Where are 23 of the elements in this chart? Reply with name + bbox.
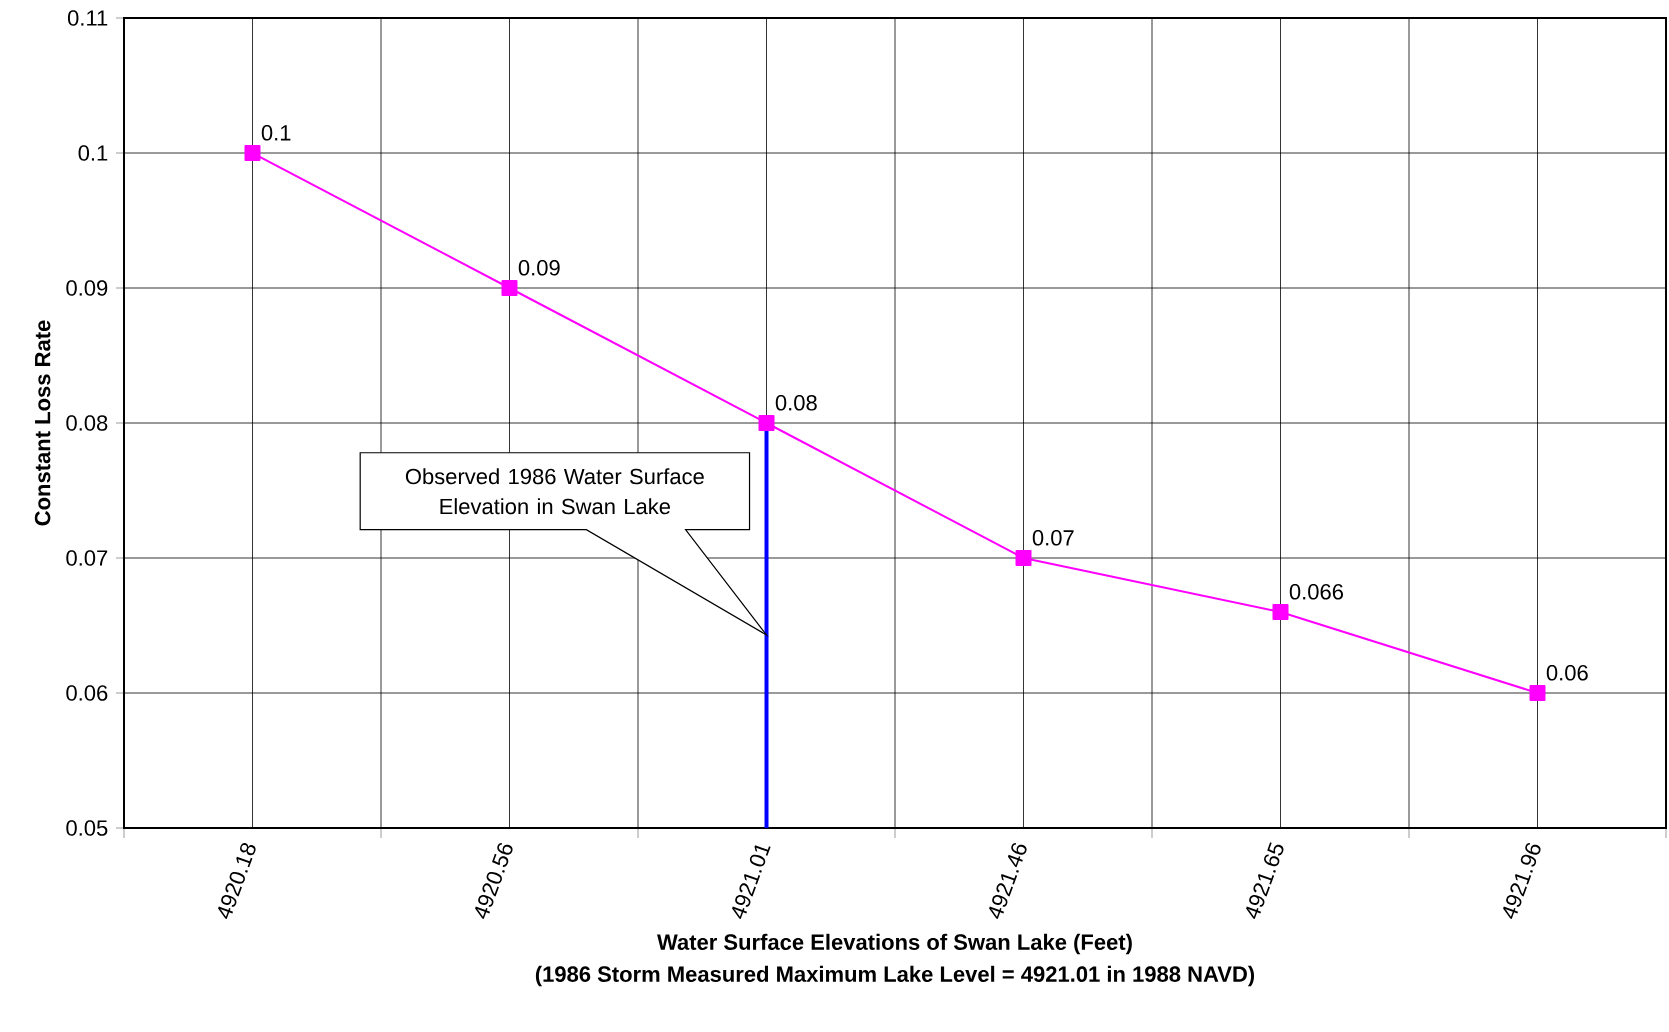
- point: [244, 145, 261, 161]
- y-tick-label: 0.11: [67, 10, 108, 26]
- x-axis-title: Water Surface Elevations of Swan Lake (Feet): [657, 933, 1132, 955]
- data-label: 0.066: [1289, 584, 1343, 600]
- ref-line-label: Observed 1986 Water Surface Elevation in Swan Lake: [405, 468, 704, 515]
- data-label: 0.1: [261, 125, 291, 141]
- data-label: 0.06: [1546, 665, 1588, 681]
- y-tick-label: 0.08: [66, 415, 108, 431]
- y-tick-label: 0.06: [66, 685, 108, 701]
- point: [758, 415, 775, 431]
- text: (1986 Storm Measured Maximum Lake Level = 4921.01 in 1988 NAVD): [535, 965, 1255, 987]
- point: [1015, 550, 1032, 566]
- y-axis-title: Constant Loss Rate: [34, 320, 51, 526]
- data-label: 0.09: [518, 260, 560, 276]
- y-tick-label: 0.1: [78, 145, 108, 161]
- point: [501, 280, 518, 296]
- point: [1529, 685, 1546, 701]
- y-tick-label: 0.05: [66, 820, 108, 836]
- point: [1272, 604, 1289, 620]
- y-tick-label: 0.07: [66, 550, 108, 566]
- y-tick-label: 0.09: [66, 280, 108, 296]
- data-label: 0.07: [1032, 530, 1074, 546]
- data-label: 0.08: [775, 395, 817, 411]
